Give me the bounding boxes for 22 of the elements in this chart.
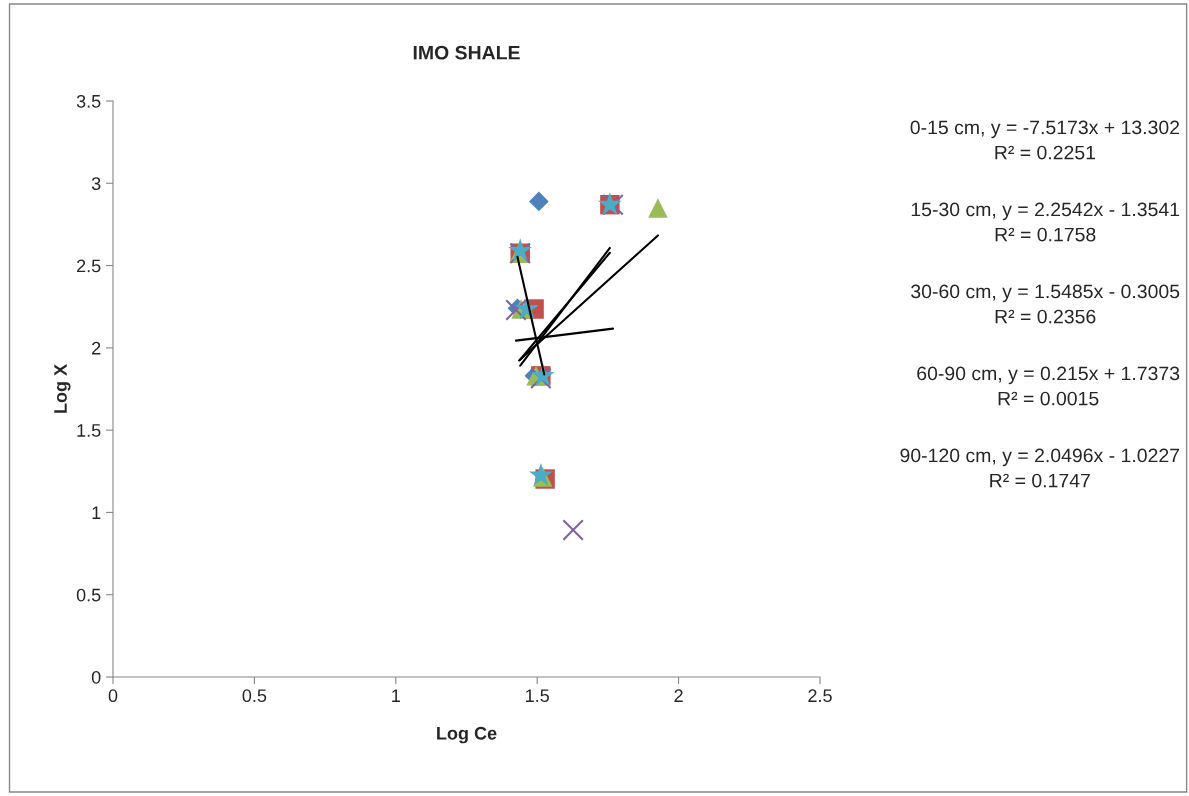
text: 60-90 cm, y = 0.215x + 1.7373 R² = 0.0015 [917, 366, 1180, 406]
y-tick-label: 3.5 [76, 94, 101, 108]
x-tick-label: 2.5 [808, 689, 832, 703]
y-tick-label: 2 [92, 341, 101, 355]
y-axis-title: Log X [54, 364, 71, 413]
x-tick-label: 1 [392, 689, 400, 702]
x-tick-label: 0.5 [242, 689, 267, 703]
text: 90-120 cm, y = 2.0496x - 1.0227 R² = 0.1747 [900, 448, 1180, 488]
y-tick-label: 3 [91, 177, 101, 191]
text: 15-30 cm, y = 2.2542x - 1.3541 R² = 0.1758 [911, 202, 1180, 242]
x-axis-title: Log Ce [437, 726, 497, 744]
y-tick-label: 1.5 [77, 424, 101, 437]
x-tick-label: 0 [108, 689, 118, 703]
chart-title: IMO SHALE [413, 45, 520, 60]
x-tick-label: 1.5 [526, 689, 549, 703]
y-tick-label: 2.5 [77, 259, 101, 273]
x-tick-label: 2 [674, 689, 683, 702]
y-tick-label: 0 [91, 670, 101, 684]
text: 30-60 cm, y = 1.5485x - 0.3005 R² = 0.2356 [911, 284, 1180, 324]
y-tick-label: 1 [92, 506, 101, 519]
y-tick-label: 0.5 [76, 588, 101, 602]
text: 0-15 cm, y = -7.5173x + 13.302 R² = 0.2251 [910, 120, 1180, 160]
